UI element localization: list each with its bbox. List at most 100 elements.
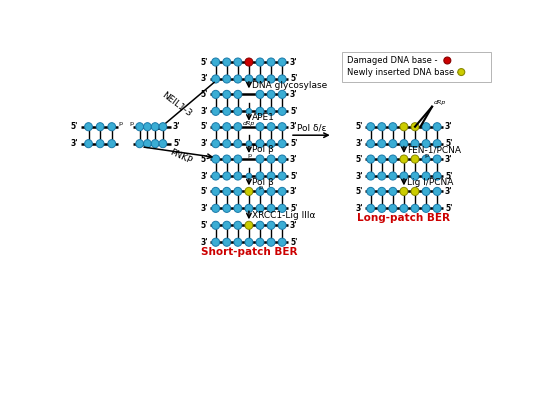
Text: 3': 3' xyxy=(71,139,79,148)
Ellipse shape xyxy=(278,172,286,180)
Ellipse shape xyxy=(422,187,430,195)
Ellipse shape xyxy=(411,140,419,148)
Text: 3': 3' xyxy=(290,90,298,99)
Text: Pol δ/ε: Pol δ/ε xyxy=(296,123,326,132)
Ellipse shape xyxy=(433,123,441,131)
Text: 5': 5' xyxy=(290,204,298,213)
Ellipse shape xyxy=(212,58,220,66)
Text: 3': 3' xyxy=(200,75,208,84)
Ellipse shape xyxy=(278,155,286,163)
Text: 3': 3' xyxy=(290,187,298,196)
Ellipse shape xyxy=(96,123,104,131)
Ellipse shape xyxy=(223,75,231,83)
Ellipse shape xyxy=(234,107,242,115)
Ellipse shape xyxy=(223,90,231,98)
Ellipse shape xyxy=(389,123,397,131)
Text: Long-patch BER: Long-patch BER xyxy=(357,213,451,223)
Ellipse shape xyxy=(458,69,465,75)
Text: 3': 3' xyxy=(200,171,208,180)
Ellipse shape xyxy=(246,109,252,114)
Ellipse shape xyxy=(267,58,275,66)
Ellipse shape xyxy=(433,155,441,163)
Ellipse shape xyxy=(234,75,242,83)
Ellipse shape xyxy=(278,107,286,115)
Text: 3': 3' xyxy=(200,204,208,213)
Ellipse shape xyxy=(378,155,386,163)
Ellipse shape xyxy=(256,58,264,66)
Ellipse shape xyxy=(234,90,242,98)
Ellipse shape xyxy=(212,107,220,115)
Ellipse shape xyxy=(389,172,397,180)
Ellipse shape xyxy=(256,187,264,195)
Ellipse shape xyxy=(267,107,275,115)
Ellipse shape xyxy=(108,140,116,148)
Ellipse shape xyxy=(389,140,397,148)
Ellipse shape xyxy=(267,123,275,131)
Ellipse shape xyxy=(278,204,286,213)
Text: dRp: dRp xyxy=(243,121,255,126)
Text: 5': 5' xyxy=(356,122,363,131)
Ellipse shape xyxy=(422,140,430,148)
Ellipse shape xyxy=(422,172,430,180)
Ellipse shape xyxy=(378,172,386,180)
Text: 3': 3' xyxy=(290,155,298,164)
Text: 5': 5' xyxy=(356,187,363,196)
Ellipse shape xyxy=(267,238,275,246)
Ellipse shape xyxy=(212,123,220,131)
Ellipse shape xyxy=(245,238,253,246)
Ellipse shape xyxy=(422,123,430,131)
Text: 3': 3' xyxy=(173,122,181,131)
Ellipse shape xyxy=(433,187,441,195)
Ellipse shape xyxy=(367,204,375,213)
Ellipse shape xyxy=(256,204,264,213)
Ellipse shape xyxy=(278,58,286,66)
Ellipse shape xyxy=(256,221,264,229)
Text: APE1: APE1 xyxy=(252,113,275,122)
Ellipse shape xyxy=(223,221,231,229)
Text: 3': 3' xyxy=(290,58,298,67)
Ellipse shape xyxy=(267,187,275,195)
Ellipse shape xyxy=(389,155,397,163)
Ellipse shape xyxy=(234,140,242,148)
Ellipse shape xyxy=(85,123,92,131)
Text: p: p xyxy=(258,185,262,190)
Ellipse shape xyxy=(245,204,253,213)
Text: 3': 3' xyxy=(445,187,452,196)
Ellipse shape xyxy=(389,204,397,213)
Text: 5': 5' xyxy=(356,155,363,164)
Text: NEIL1-3: NEIL1-3 xyxy=(159,90,192,118)
Ellipse shape xyxy=(108,123,116,131)
Text: DNA glycosylase: DNA glycosylase xyxy=(252,81,327,90)
Ellipse shape xyxy=(212,221,220,229)
Ellipse shape xyxy=(256,107,264,115)
Text: 5': 5' xyxy=(200,221,208,230)
Text: 5': 5' xyxy=(71,122,79,131)
Ellipse shape xyxy=(223,140,231,148)
Ellipse shape xyxy=(256,90,264,98)
Ellipse shape xyxy=(234,204,242,213)
Text: dRp: dRp xyxy=(434,100,446,105)
Ellipse shape xyxy=(378,187,386,195)
Ellipse shape xyxy=(212,140,220,148)
Ellipse shape xyxy=(256,172,264,180)
Ellipse shape xyxy=(136,123,144,131)
Ellipse shape xyxy=(267,75,275,83)
Text: 5': 5' xyxy=(445,204,452,213)
Text: 5': 5' xyxy=(290,171,298,180)
Ellipse shape xyxy=(400,172,408,180)
Text: Pol β: Pol β xyxy=(252,145,274,154)
Ellipse shape xyxy=(223,204,231,213)
Ellipse shape xyxy=(159,123,167,131)
Text: 5': 5' xyxy=(290,107,298,116)
Ellipse shape xyxy=(234,187,242,195)
Text: Lig I/PCNA: Lig I/PCNA xyxy=(407,177,453,187)
Ellipse shape xyxy=(267,221,275,229)
Ellipse shape xyxy=(400,140,408,148)
Text: 5': 5' xyxy=(200,58,208,67)
Ellipse shape xyxy=(267,155,275,163)
Ellipse shape xyxy=(444,57,451,64)
Ellipse shape xyxy=(411,123,419,131)
Text: 5': 5' xyxy=(290,75,298,84)
Text: 5': 5' xyxy=(290,139,298,148)
Ellipse shape xyxy=(223,107,231,115)
